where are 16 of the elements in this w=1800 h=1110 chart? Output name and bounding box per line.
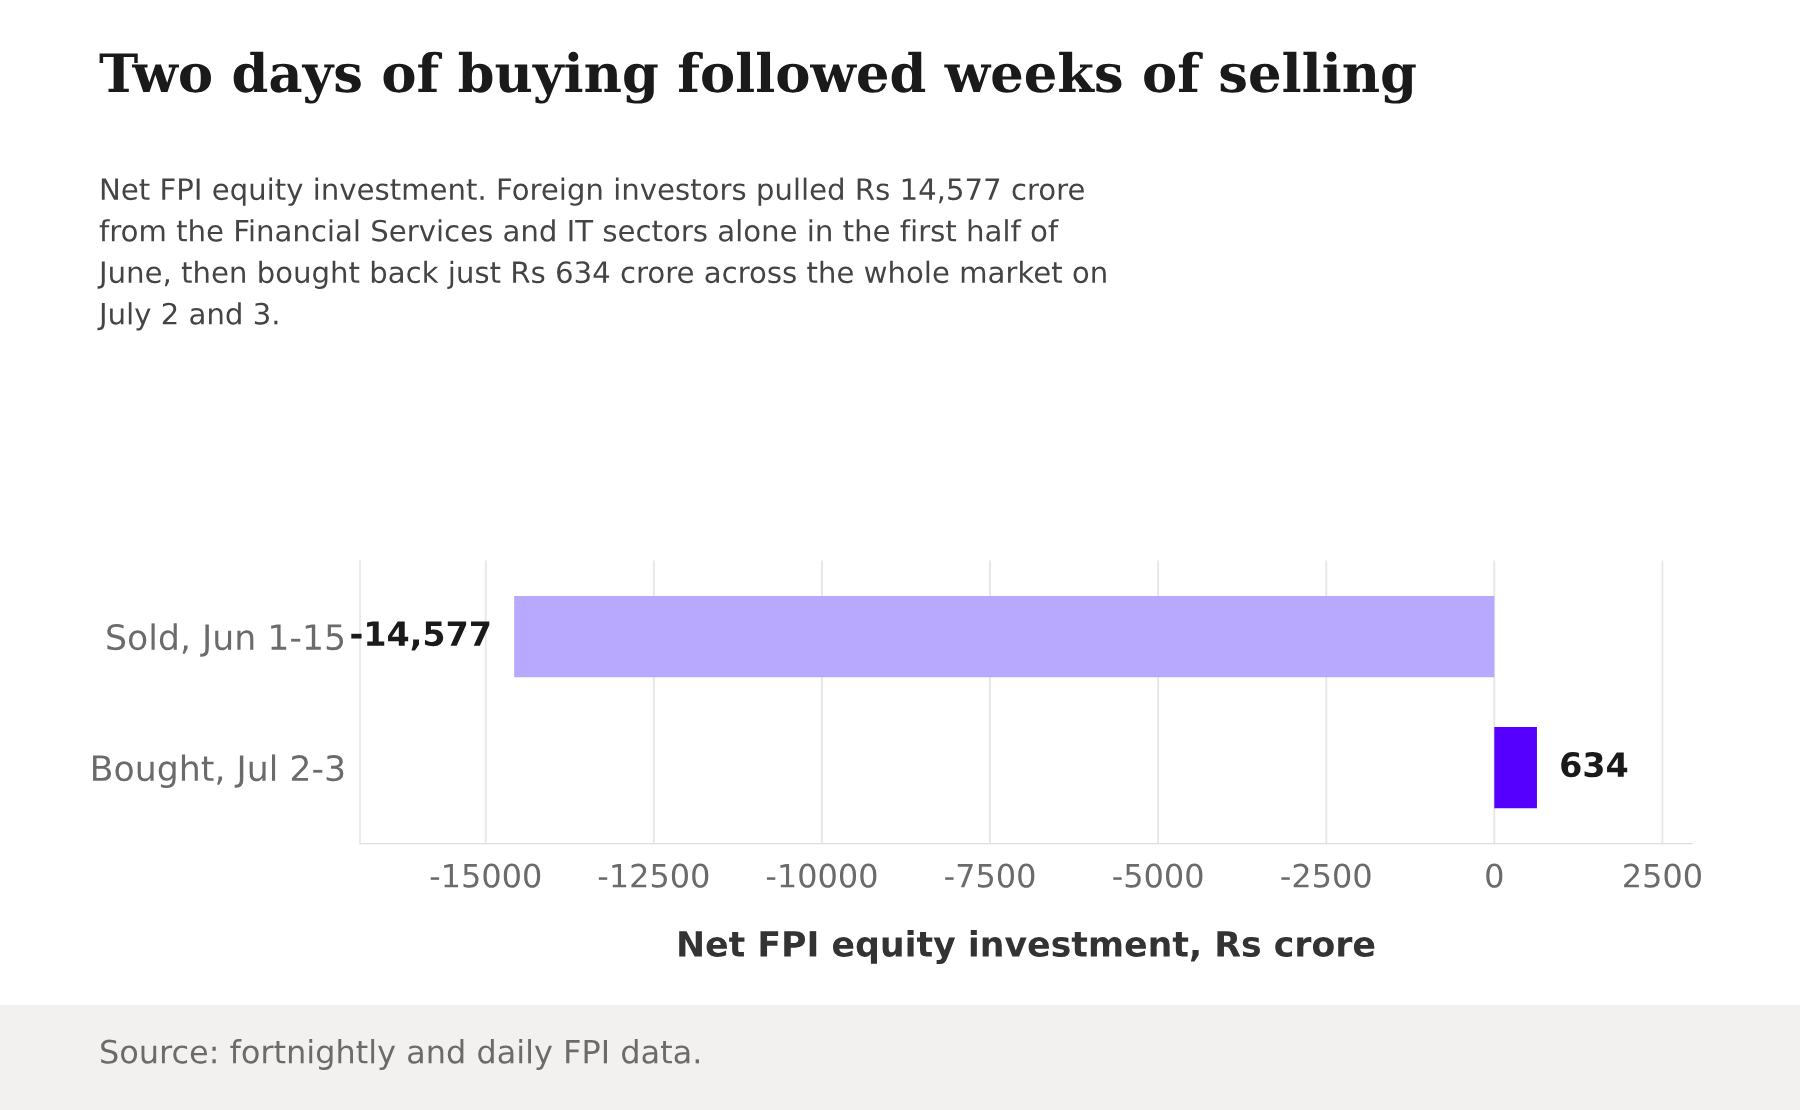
data-label: -14,577: [351, 621, 490, 651]
chart-subtitle: Net FPI equity investment. Foreign investors pulled Rs 14,577 crore from the Financial Services and IT sectors alone in the first half of June, then bought back just Rs 634 crore across the whole market on July 2 and 3.: [97, 177, 1106, 331]
y-tick-label: Sold, Jun 1-15: [107, 623, 344, 657]
x-tick-label: -10000: [766, 863, 877, 888]
x-tick-label: -2500: [1281, 863, 1371, 888]
x-tick-label: 2500: [1624, 863, 1701, 888]
x-tick-label: -12500: [598, 863, 709, 888]
source-note: Source: fortnightly and daily FPI data.: [101, 1039, 699, 1070]
x-tick-label: -15000: [430, 863, 541, 888]
chart-title: Two days of buying followed weeks of selling: [99, 51, 1416, 104]
x-tick-label: 0: [1486, 863, 1503, 888]
x-axis-title: Net FPI equity investment, Rs crore: [679, 930, 1375, 964]
x-tick-label: -5000: [1113, 863, 1203, 888]
x-tick-label: -7500: [945, 863, 1035, 888]
data-label: 634: [1561, 752, 1628, 778]
y-tick-label: Bought, Jul 2-3: [93, 754, 344, 789]
